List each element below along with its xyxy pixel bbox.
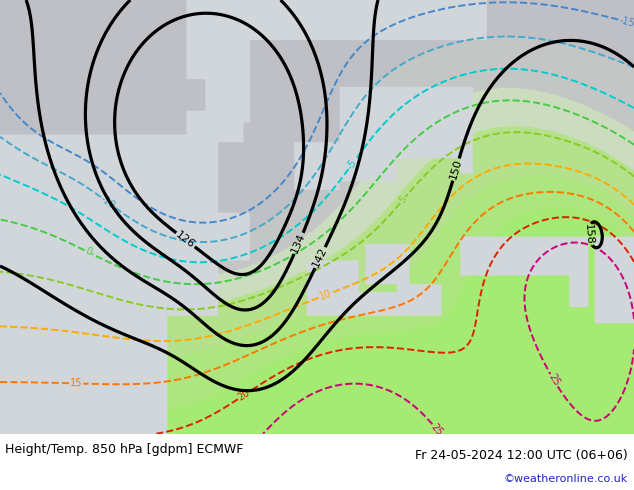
Text: 126: 126 — [174, 229, 197, 250]
Text: 20: 20 — [236, 388, 252, 403]
Text: 158: 158 — [583, 224, 595, 245]
Text: 25: 25 — [429, 421, 445, 438]
Text: 150: 150 — [448, 158, 463, 181]
Text: -10: -10 — [99, 194, 117, 211]
Text: 0: 0 — [83, 246, 93, 258]
Text: Fr 24-05-2024 12:00 UTC (06+06): Fr 24-05-2024 12:00 UTC (06+06) — [415, 449, 628, 462]
Text: -15: -15 — [618, 15, 634, 28]
Text: Height/Temp. 850 hPa [gdpm] ECMWF: Height/Temp. 850 hPa [gdpm] ECMWF — [5, 443, 243, 456]
Text: ©weatheronline.co.uk: ©weatheronline.co.uk — [503, 474, 628, 484]
Text: 142: 142 — [311, 246, 329, 270]
Text: 134: 134 — [290, 232, 307, 255]
Text: 25: 25 — [547, 372, 562, 388]
Text: 15: 15 — [70, 378, 82, 389]
Text: -5: -5 — [345, 157, 359, 171]
Text: 10: 10 — [318, 288, 333, 302]
Text: 5: 5 — [397, 195, 409, 206]
